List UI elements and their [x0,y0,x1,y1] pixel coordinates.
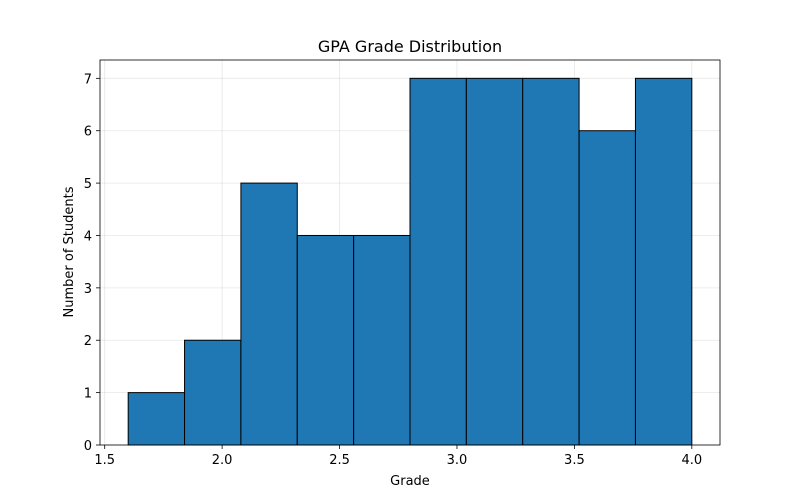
y-tick-label: 4 [84,229,92,244]
x-tick-label: 2.0 [212,453,233,468]
histogram-bar-1 [184,339,242,446]
y-tick-label: 3 [84,282,92,297]
y-tick-label: 5 [84,177,92,192]
y-axis-label: Number of Students [62,186,77,317]
histogram-bar-4 [353,234,411,446]
x-axis-ticks: 1.5 2.0 2.5 3.0 3.5 4.0 [94,445,702,468]
histogram-bar-8 [578,130,636,446]
x-tick-label: 2.5 [329,453,350,468]
chart-title: GPA Grade Distribution [318,37,502,56]
axes-frame [99,59,721,446]
histogram-bar-2 [240,182,298,446]
histogram-bar-7 [522,77,580,446]
histogram-bar-9 [634,77,693,446]
y-tick-label: 6 [84,125,92,140]
y-axis-ticks: 0 1 2 3 4 5 6 7 [84,72,100,454]
histogram-bar-5 [409,77,467,446]
y-tick-label: 2 [84,334,92,349]
histogram-bar-6 [465,77,524,446]
x-tick-label: 3.0 [447,453,468,468]
x-tick-label: 1.5 [94,453,115,468]
y-tick-label: 1 [84,387,92,402]
y-tick-label: 7 [84,72,92,87]
x-axis-label: Grade [390,474,430,489]
histogram-bar-3 [296,234,355,446]
y-tick-label: 0 [84,439,92,454]
x-tick-label: 3.5 [564,453,585,468]
histogram-bar-0 [127,392,186,446]
x-tick-label: 4.0 [681,453,702,468]
bars-layer [127,77,693,446]
